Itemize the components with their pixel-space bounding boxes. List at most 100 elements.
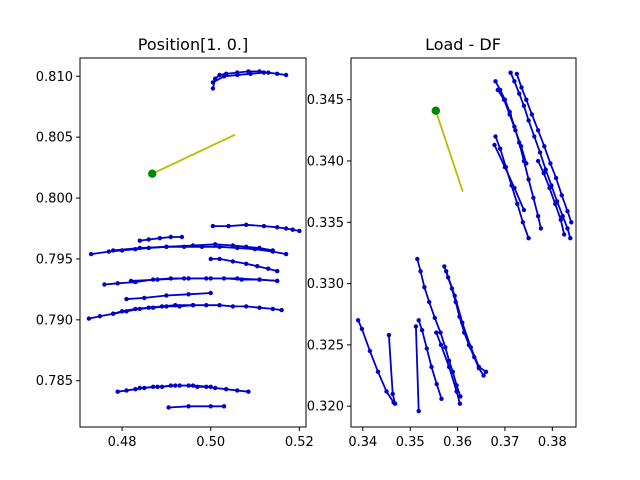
chart-title: Load - DF (425, 35, 501, 54)
data-point (452, 293, 457, 298)
data-point (427, 299, 432, 305)
data-point (535, 213, 541, 219)
chart-load-df: Load - DF 0.34 0.35 0.36 0.37 0.38 0.320 0.325… (307, 35, 577, 450)
plot-frame (79, 57, 307, 428)
data-point (508, 70, 513, 75)
data-point (106, 249, 112, 254)
data-point (146, 237, 151, 242)
data-point (367, 348, 373, 354)
data-point (415, 256, 420, 262)
data-point (514, 71, 519, 77)
data-point (493, 79, 498, 84)
data-point (111, 311, 116, 316)
data-point (235, 388, 240, 393)
x-tick-label: 0.34 (348, 435, 377, 450)
x-tick-label: 0.48 (108, 435, 137, 450)
data-point (537, 150, 543, 155)
data-point (210, 86, 216, 91)
data-point (88, 251, 94, 257)
highlight-start-marker (431, 106, 440, 115)
y-tick-label: 0.810 (36, 70, 73, 85)
data-point (137, 238, 142, 243)
data-point (513, 128, 518, 133)
data-point (210, 80, 216, 85)
data-point (429, 364, 434, 370)
data-point (124, 296, 129, 302)
chart-title: Position[1. 0.] (138, 35, 248, 54)
data-point (541, 171, 546, 176)
data-point (208, 384, 213, 389)
data-point (257, 277, 262, 282)
data-point (279, 307, 284, 313)
data-point (416, 318, 421, 323)
y-tick-label: 0.800 (36, 192, 73, 207)
data-point (526, 177, 531, 182)
data-point (434, 330, 439, 335)
data-point (221, 404, 227, 409)
data-point (283, 251, 289, 257)
data-point (434, 381, 439, 387)
data-point (275, 278, 280, 284)
data-point (515, 201, 520, 207)
x-tick-label: 0.35 (396, 435, 425, 450)
data-point (526, 236, 531, 241)
data-point (547, 185, 552, 191)
data-point (521, 207, 527, 213)
trajectory-line (445, 271, 487, 373)
data-point (532, 134, 537, 139)
data-point (166, 405, 171, 410)
data-point (355, 318, 361, 323)
data-point (230, 243, 236, 248)
data-point (246, 389, 251, 394)
data-point (208, 290, 213, 296)
data-point (390, 391, 395, 397)
data-point (190, 303, 196, 308)
x-tick-label: 0.37 (490, 435, 519, 450)
y-tick-label: 0.330 (307, 277, 344, 292)
data-point (217, 244, 222, 249)
data-point (542, 144, 547, 149)
data-point (235, 276, 240, 281)
data-point (432, 315, 437, 321)
data-point (186, 404, 191, 409)
data-point (173, 383, 178, 388)
data-point (190, 243, 196, 248)
data-point (535, 158, 541, 164)
data-point (146, 305, 151, 310)
data-point (133, 387, 138, 392)
y-tick-label: 0.795 (36, 252, 73, 267)
data-point (483, 369, 489, 374)
data-point (248, 71, 253, 77)
data-point (562, 232, 567, 237)
data-point (290, 227, 295, 232)
data-point (535, 128, 541, 133)
data-point (244, 304, 249, 309)
data-point (102, 282, 107, 287)
data-point (565, 209, 570, 214)
highlight-start-marker (148, 169, 157, 178)
x-tick-label: 0.52 (285, 435, 314, 450)
y-tick-label: 0.790 (36, 313, 73, 328)
data-point (168, 234, 173, 240)
data-point (529, 112, 535, 117)
data-point (283, 226, 289, 231)
data-point (468, 345, 473, 350)
data-point (261, 223, 267, 229)
trajectory-line (493, 144, 525, 211)
data-point (266, 266, 271, 271)
highlight-line (434, 110, 464, 192)
data-point (521, 103, 527, 109)
data-point (524, 161, 529, 166)
data-point (418, 269, 423, 274)
data-point (221, 74, 227, 79)
data-point (502, 164, 508, 170)
data-point (261, 70, 267, 75)
data-point (565, 226, 570, 231)
data-point (235, 72, 240, 78)
data-point (159, 304, 165, 309)
data-point (97, 314, 103, 319)
data-point (553, 201, 558, 207)
data-point (244, 244, 249, 249)
data-point (498, 146, 503, 151)
